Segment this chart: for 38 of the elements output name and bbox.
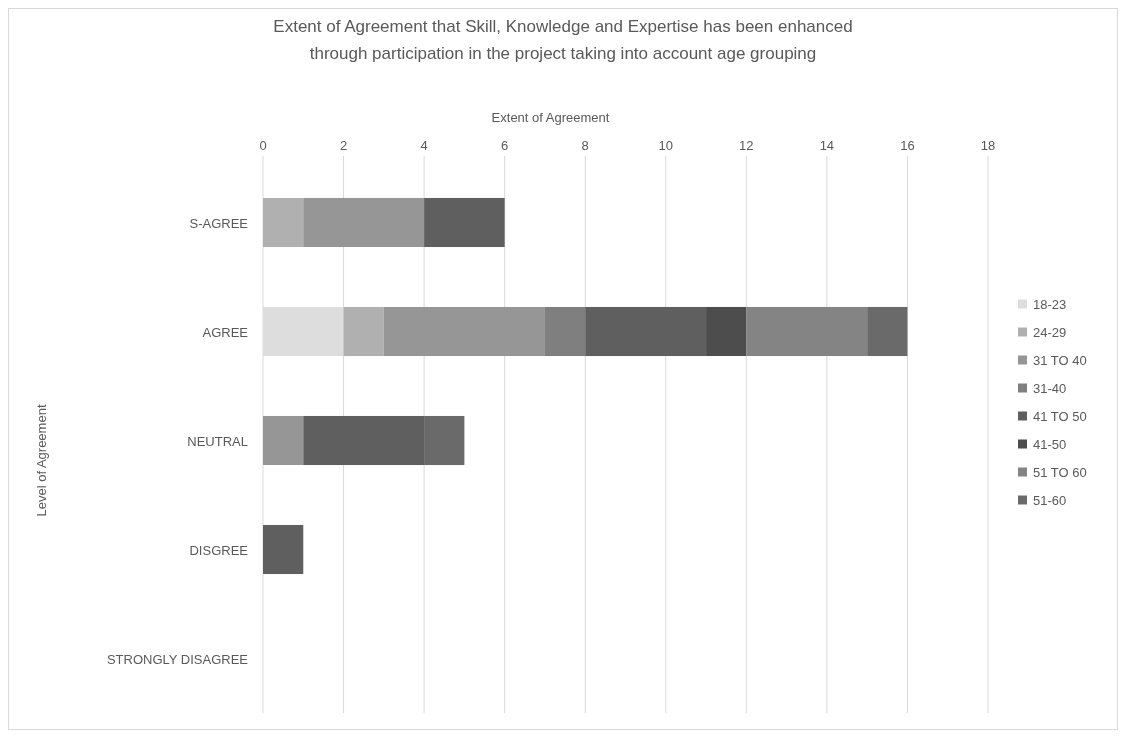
legend-label: 51 TO 60 (1033, 464, 1087, 480)
x-tick-label: 4 (420, 138, 428, 153)
bar (424, 197, 505, 248)
bar (263, 524, 304, 575)
bar (303, 197, 425, 248)
legend-label: 41 TO 50 (1033, 408, 1087, 424)
x-tick-label: 6 (501, 138, 509, 153)
legend-label: 31-40 (1033, 380, 1067, 396)
y-tick-label: NEUTRAL (187, 433, 248, 449)
x-tick-label: 16 (900, 138, 915, 153)
bar (263, 415, 304, 466)
legend-label: 24-29 (1033, 324, 1067, 340)
legend-label: 41-50 (1033, 436, 1067, 452)
y-axis-title: Level of Agreement (34, 404, 49, 517)
legend-label: 18-23 (1033, 296, 1067, 312)
bar (544, 306, 586, 357)
x-tick-label: 8 (581, 138, 589, 153)
chart-title: Extent of Agreement that Skill, Knowledge and Expertise has been enhanced through participation in the project taking into account age grouping (273, 17, 853, 63)
x-tick-label: 10 (658, 138, 674, 153)
legend-label: 51-60 (1033, 492, 1067, 508)
bar (867, 306, 908, 357)
x-tick-label: 2 (339, 138, 348, 153)
x-axis-title: Extent of Agreement (491, 110, 610, 125)
y-tick-label: DISGREE (189, 542, 249, 558)
x-tick-label: 0 (259, 138, 267, 153)
bar (585, 306, 707, 357)
bar (343, 306, 384, 357)
legend-label: 31 TO 40 (1033, 352, 1087, 368)
bar (383, 306, 545, 357)
x-tick-label: 12 (739, 138, 754, 153)
bar (706, 306, 747, 357)
y-tick-label: AGREE (202, 324, 249, 340)
x-tick-label: 14 (819, 138, 835, 153)
y-tick-label: STRONGLY DISAGREE (106, 651, 249, 667)
x-tick-label: 18 (980, 138, 996, 153)
bar (746, 306, 868, 357)
y-tick-label: S-AGREE (189, 215, 249, 231)
bar (263, 197, 304, 248)
